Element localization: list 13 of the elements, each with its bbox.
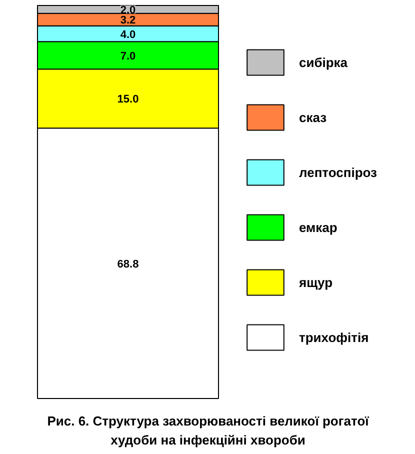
data-label: 7.0 [120, 50, 136, 62]
legend-label: ящур [299, 274, 333, 290]
data-label: 3.2 [120, 14, 136, 27]
legend-label: лептоспіроз [299, 164, 377, 180]
text: Рис. 6. Структура захворюваності великої рогатої худоби на інфекційні хвороби [47, 414, 370, 448]
data-label: 2.0 [120, 4, 136, 16]
data-label: 4.0 [120, 28, 136, 41]
legend-label: сказ [299, 110, 327, 124]
legend-label: емкар [299, 220, 338, 234]
data-label: 15.0 [117, 94, 139, 106]
legend-label: трихофітія [299, 330, 369, 344]
legend-label: сибірка [299, 54, 348, 70]
data-label: 68.8 [117, 258, 139, 270]
